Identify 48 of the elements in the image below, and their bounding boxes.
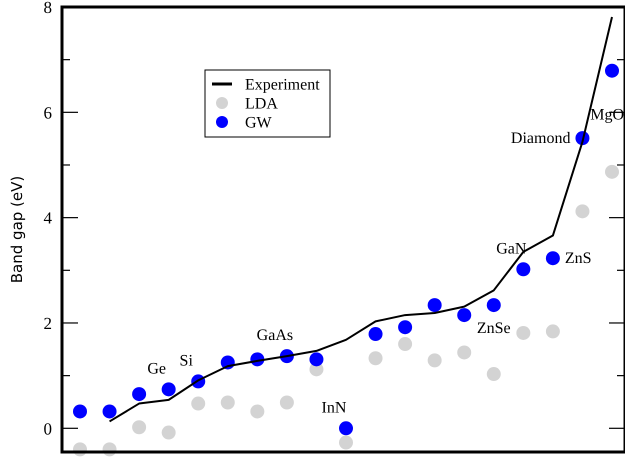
point [516,262,530,276]
point [516,326,530,340]
annotation: Ge [147,360,166,378]
point [191,396,206,411]
annotation: ZnS [564,250,592,268]
point [457,345,472,360]
point [486,298,501,312]
point [339,436,353,450]
annotation: Diamond [510,130,570,148]
point [398,320,412,334]
y-tick-label: 2 [44,314,52,333]
legend-label: Experiment [245,76,320,94]
y-tick-label: 6 [44,103,52,122]
point [605,64,619,78]
annotation: ZnSe [476,320,511,338]
point [250,404,264,418]
annotation: InN [322,399,347,416]
point [398,337,412,352]
point [605,164,619,179]
annotation: GaAs [256,327,294,344]
point [220,395,235,410]
point [309,352,324,366]
point [546,324,560,338]
y-tick-label: 4 [44,208,52,228]
point [132,387,146,402]
point [546,251,560,266]
point [339,421,353,436]
point [428,353,442,368]
point [368,351,383,366]
annotation: MgO [590,106,624,124]
point [428,298,442,312]
y-tick-label: 8 [44,0,52,17]
point [486,367,501,382]
point [162,426,176,440]
point [73,404,87,418]
annotation: GaN [496,240,527,258]
point [280,395,294,410]
y-tick-label: 0 [44,419,52,438]
point [102,404,117,418]
point [575,204,590,218]
point [132,420,146,434]
legend-label: GW [245,114,273,132]
point [368,327,383,342]
legend-label: LDA [245,96,278,113]
point [457,308,472,322]
point [162,382,176,396]
annotation: Si [180,352,194,370]
y-axis-title: Band gap (eV) [8,176,26,284]
